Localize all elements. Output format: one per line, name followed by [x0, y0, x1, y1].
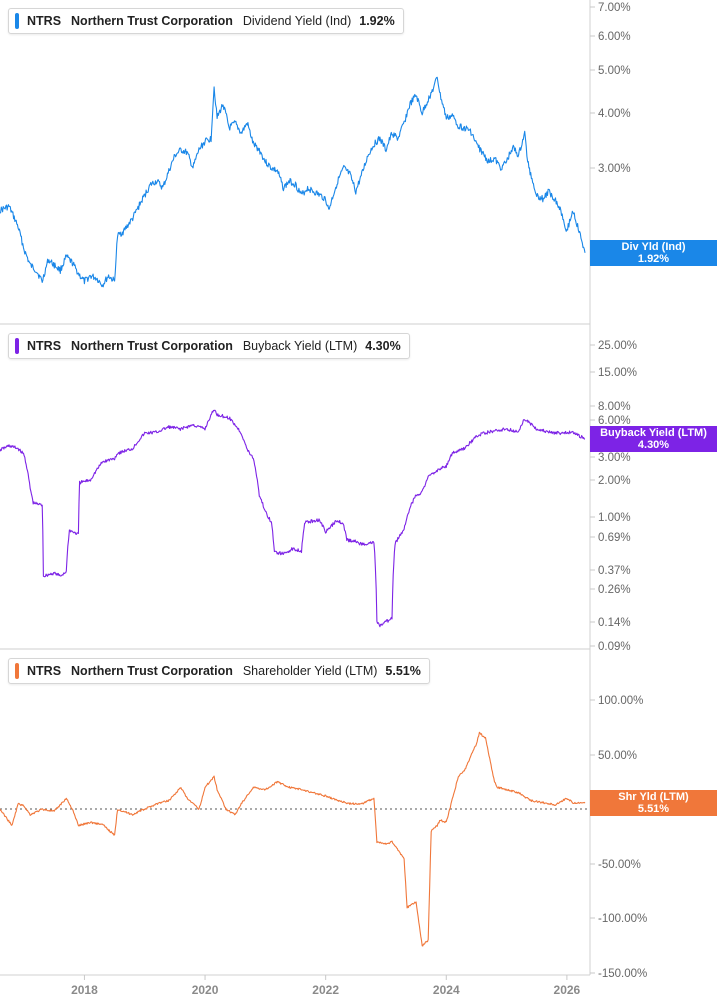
y-tick-label: -150.00%	[598, 968, 647, 980]
y-tick-label: 3.00%	[598, 163, 631, 175]
y-tick-label: 1.00%	[598, 512, 631, 524]
y-tick-label: 4.00%	[598, 108, 631, 120]
x-tick-label: 2018	[71, 983, 98, 997]
legend-value: 5.51%	[385, 664, 421, 678]
tag-label: Shr Yld (LTM)	[618, 791, 689, 803]
y-tick-label: 25.00%	[598, 340, 637, 352]
legend-buyback-yield: NTRS Northern Trust Corporation Buyback …	[8, 333, 410, 359]
legend-ticker: NTRS	[27, 664, 62, 678]
y-tick-label: 6.00%	[598, 31, 631, 43]
y-tick-label: 0.09%	[598, 641, 631, 653]
legend-shareholder-yield: NTRS Northern Trust Corporation Sharehol…	[8, 658, 430, 684]
series-line	[0, 731, 586, 947]
legend-value: 4.30%	[365, 339, 401, 353]
series-line	[0, 409, 586, 628]
y-tick-label: -50.00%	[598, 859, 641, 871]
legend-metric: Dividend Yield (Ind)	[242, 14, 352, 28]
y-tick-label: 0.69%	[598, 532, 631, 544]
y-tick-label: 0.26%	[598, 584, 631, 596]
y-tick-label: 5.00%	[598, 65, 631, 77]
tag-label: Buyback Yield (LTM)	[600, 427, 707, 439]
x-tick-label: 2024	[433, 983, 460, 997]
last-value-tag-dividend: Div Yld (Ind) 1.92%	[590, 240, 717, 266]
y-tick-label: 8.00%	[598, 401, 631, 413]
y-tick-label: 100.00%	[598, 695, 643, 707]
x-tick-label: 2022	[312, 983, 339, 997]
y-tick-label: 0.37%	[598, 565, 631, 577]
tag-value: 5.51%	[637, 803, 670, 815]
series-color-swatch	[15, 663, 19, 679]
y-tick-label: 3.00%	[598, 452, 631, 464]
y-tick-label: 50.00%	[598, 750, 637, 762]
series-color-swatch	[15, 13, 19, 29]
x-tick-label: 2020	[192, 983, 219, 997]
y-tick-label: 7.00%	[598, 2, 631, 14]
tag-label: Div Yld (Ind)	[621, 241, 686, 253]
x-tick-label: 2026	[554, 983, 581, 997]
legend-value: 1.92%	[359, 14, 395, 28]
legend-metric: Shareholder Yield (LTM)	[242, 664, 378, 678]
legend-company: Northern Trust Corporation	[71, 339, 233, 353]
tag-value: 4.30%	[637, 439, 670, 451]
y-tick-label: 6.00%	[598, 415, 631, 427]
legend-company: Northern Trust Corporation	[71, 14, 233, 28]
series-line	[0, 76, 586, 288]
y-tick-label: 2.00%	[598, 475, 631, 487]
legend-ticker: NTRS	[27, 14, 62, 28]
legend-dividend-yield: NTRS Northern Trust Corporation Dividend…	[8, 8, 404, 34]
legend-metric: Buyback Yield (LTM)	[242, 339, 358, 353]
y-tick-label: 15.00%	[598, 367, 637, 379]
legend-company: Northern Trust Corporation	[71, 664, 233, 678]
last-value-tag-shareholder: Shr Yld (LTM) 5.51%	[590, 790, 717, 816]
tag-value: 1.92%	[637, 253, 670, 265]
last-value-tag-buyback: Buyback Yield (LTM) 4.30%	[590, 426, 717, 452]
y-tick-label: -100.00%	[598, 913, 647, 925]
series-color-swatch	[15, 338, 19, 354]
y-tick-label: 0.14%	[598, 617, 631, 629]
legend-ticker: NTRS	[27, 339, 62, 353]
